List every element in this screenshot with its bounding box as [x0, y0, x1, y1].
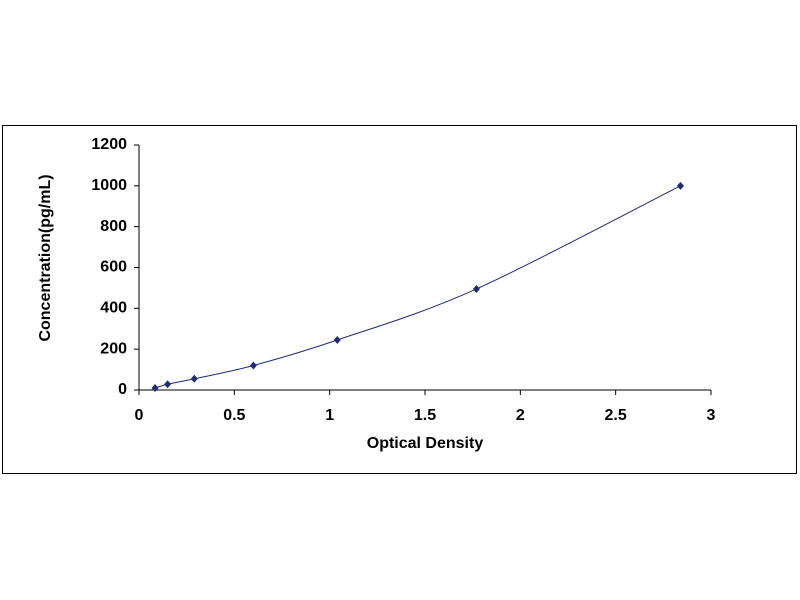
data-point — [151, 383, 159, 392]
data-point — [676, 181, 684, 190]
chart-frame — [2, 125, 797, 474]
y-tick-label: 1000 — [91, 177, 127, 194]
data-point — [249, 361, 257, 370]
x-tick-label: 0.5 — [223, 407, 245, 424]
y-tick-label: 1200 — [91, 136, 127, 153]
data-point — [333, 335, 341, 344]
y-tick-label: 200 — [100, 340, 127, 357]
x-tick-label: 1 — [325, 407, 334, 424]
x-tick-label: 2 — [516, 407, 525, 424]
y-tick-label: 800 — [100, 218, 127, 235]
data-point — [190, 374, 198, 383]
y-axis-label: Concentration(pg/mL) — [37, 174, 54, 341]
x-tick-label: 1.5 — [414, 407, 436, 424]
x-tick-label: 3 — [707, 407, 716, 424]
y-tick-label: 0 — [118, 381, 127, 398]
x-axis-label: Optical Density — [367, 435, 484, 452]
y-tick-label: 600 — [100, 259, 127, 276]
data-point — [472, 284, 480, 293]
x-tick-label: 0 — [135, 407, 144, 424]
data-point — [164, 380, 172, 389]
fit-curve — [154, 185, 681, 389]
y-tick-label: 400 — [100, 300, 127, 317]
x-tick-label: 2.5 — [605, 407, 627, 424]
